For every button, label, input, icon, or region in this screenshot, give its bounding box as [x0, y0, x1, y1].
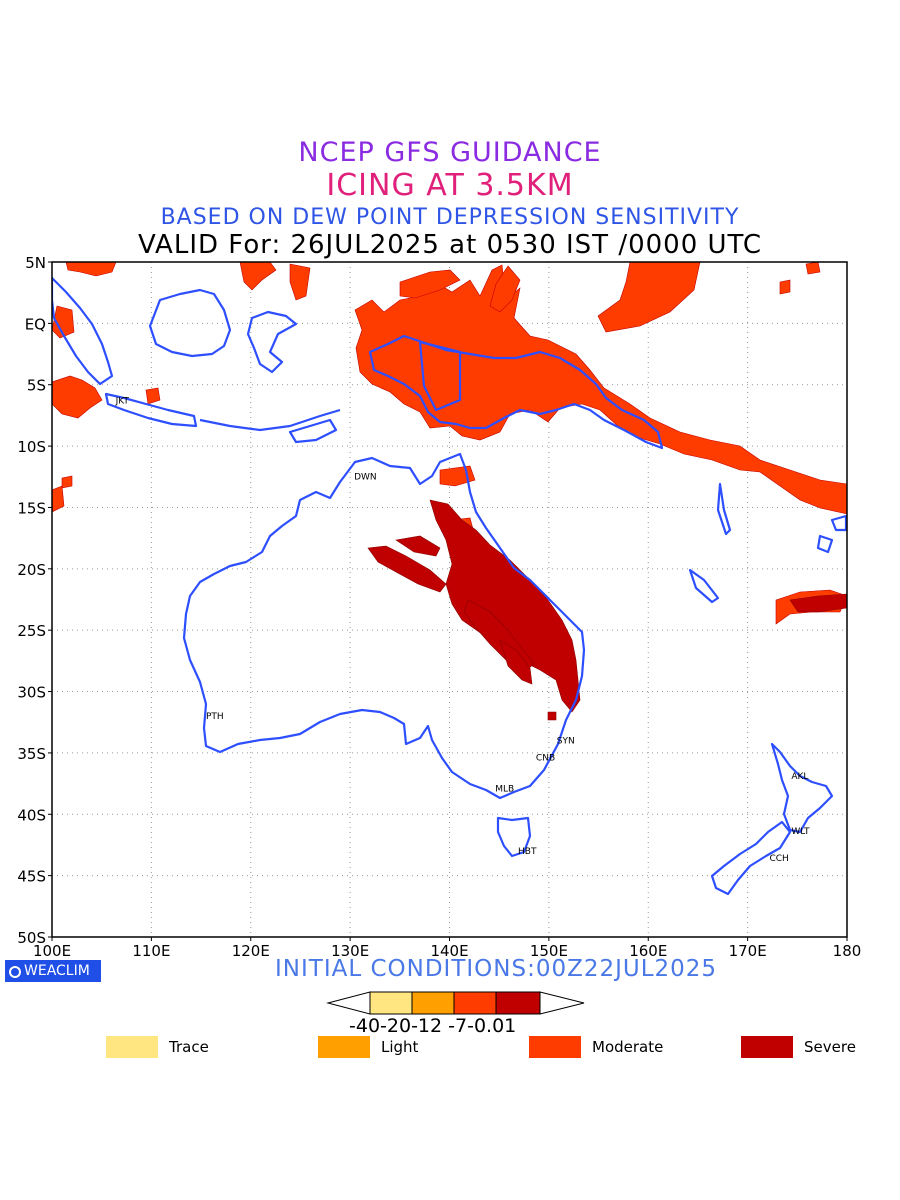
city-label-dwn: DWN — [354, 473, 377, 483]
title-line-2: ICING AT 3.5KM — [326, 168, 574, 203]
city-label-pth: PTH — [206, 712, 224, 722]
lat-tick-label: 40S — [17, 806, 46, 824]
city-label-syn: SYN — [557, 736, 575, 746]
lon-tick-label: 120E — [232, 942, 270, 960]
coastlines — [52, 276, 847, 896]
coastline-nz-north — [770, 742, 834, 834]
lat-tick-label: 35S — [17, 745, 46, 763]
colorbar-bin-severe — [495, 991, 541, 1015]
icing-area-moderate — [145, 387, 161, 405]
icing-area-moderate — [399, 269, 461, 299]
legend-label: Trace — [169, 1038, 209, 1056]
icing-area-moderate — [61, 475, 73, 489]
lat-tick-label: 20S — [17, 561, 46, 579]
city-label-wlt: WLT — [791, 827, 810, 837]
coastline-new-guinea — [368, 334, 664, 450]
coastline-nz-south — [710, 820, 792, 896]
lat-tick-label: 10S — [17, 438, 46, 456]
lat-tick-label: 50S — [17, 929, 46, 947]
icing-area-moderate — [779, 279, 791, 295]
lat-tick-label: 25S — [17, 622, 46, 640]
legend-label: Severe — [804, 1038, 856, 1056]
coastline-islands-1 — [688, 568, 720, 604]
legend-swatch — [318, 1036, 370, 1058]
initial-conditions: INITIAL CONDITIONS:00Z22JUL2025 — [275, 956, 718, 982]
city-label-akl: AKL — [791, 772, 808, 782]
coastline-australia — [182, 452, 586, 800]
lon-tick-label: 180 — [833, 942, 862, 960]
icing-area-moderate — [289, 263, 311, 301]
icing-area-severe — [547, 711, 557, 721]
coastline-islands-3 — [816, 534, 834, 554]
icing-area-moderate — [52, 375, 103, 419]
icing-area-severe — [395, 535, 441, 557]
lon-tick-label: 150E — [530, 942, 568, 960]
coastline-new-guinea-lake — [418, 340, 462, 412]
colorbar-labels: -40-20-12 -7-0.01 — [349, 1015, 517, 1037]
lat-tick-label: 15S — [17, 499, 46, 517]
colorbar — [326, 991, 585, 1015]
coastline-islands-4 — [830, 514, 847, 532]
icing-areas — [52, 262, 847, 721]
city-label-cch: CCH — [769, 854, 788, 864]
city-label-jkt: JKT — [115, 396, 130, 406]
legend-label: Light — [381, 1038, 419, 1056]
icing-area-severe — [367, 545, 447, 593]
lat-tick-label: 5S — [27, 377, 46, 395]
coastline-java — [104, 392, 198, 428]
coastline-lesser-sunda — [199, 408, 341, 432]
lon-tick-label: 130E — [331, 942, 369, 960]
icing-area-moderate — [52, 305, 75, 339]
legend-swatch — [529, 1036, 581, 1058]
icing-area-moderate — [65, 262, 117, 277]
legend-label: Moderate — [592, 1038, 664, 1056]
lon-tick-label: 100E — [33, 942, 71, 960]
lat-tick-label: EQ — [25, 315, 46, 333]
coastline-borneo — [148, 288, 232, 358]
legend-swatch — [741, 1036, 793, 1058]
coastline-islands-2 — [716, 482, 732, 536]
icing-area-severe — [499, 639, 533, 685]
city-label-mlb: MLB — [495, 784, 514, 794]
colorbar-bin-light — [411, 991, 455, 1015]
legend-swatch — [106, 1036, 158, 1058]
title-line-3: BASED ON DEW POINT DEPRESSION SENSITIVIT… — [160, 205, 740, 230]
lat-tick-label: 5N — [25, 254, 46, 272]
colorbar-bin-trace — [369, 991, 413, 1015]
icing-area-severe — [429, 499, 581, 713]
weaclim-logo: WEACLIM — [5, 960, 101, 982]
icing-area-moderate — [239, 262, 277, 291]
logo-ring-icon — [9, 966, 21, 978]
icing-area-moderate — [489, 265, 521, 313]
coastline-sumatra — [52, 276, 114, 386]
icing-area-severe — [789, 593, 847, 613]
brand-name: WEACLIM — [24, 963, 90, 979]
title-line-1: NCEP GFS GUIDANCE — [298, 137, 602, 168]
coastline-tasmania — [496, 816, 532, 858]
lon-tick-label: 160E — [629, 942, 667, 960]
colorbar-bin-moderate — [453, 991, 497, 1015]
coastline-sulawesi — [246, 310, 298, 374]
city-label-cnb: CNB — [536, 754, 555, 764]
lon-tick-label: 170E — [729, 942, 767, 960]
icing-area-moderate — [439, 465, 476, 487]
lat-tick-label: 45S — [17, 868, 46, 886]
lon-tick-label: 110E — [132, 942, 170, 960]
city-label-hbt: HBT — [518, 847, 537, 857]
lat-tick-label: 30S — [17, 684, 46, 702]
valid-time: VALID For: 26JUL2025 at 0530 IST /0000 U… — [137, 230, 763, 260]
icing-area-moderate — [597, 262, 701, 333]
coastline-timor — [288, 418, 338, 444]
icing-area-moderate — [52, 485, 65, 513]
icing-area-moderate — [805, 262, 821, 275]
lon-tick-label: 140E — [430, 942, 468, 960]
